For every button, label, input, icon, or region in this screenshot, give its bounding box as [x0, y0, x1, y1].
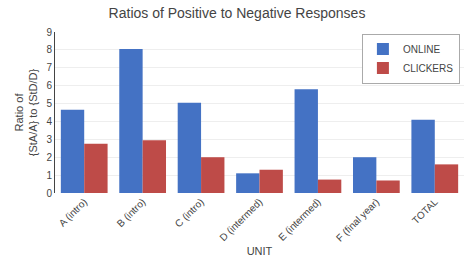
- svg-text:8: 8: [46, 44, 52, 55]
- svg-text:5: 5: [46, 98, 52, 109]
- svg-text:7: 7: [46, 62, 52, 73]
- svg-text:TOTAL: TOTAL: [410, 196, 440, 226]
- svg-text:1: 1: [46, 170, 52, 181]
- svg-text:B (intro): B (intro): [115, 196, 148, 229]
- svg-text:D (intermed): D (intermed): [217, 196, 264, 243]
- svg-text:6: 6: [46, 80, 52, 91]
- svg-text:E (intermed): E (intermed): [276, 196, 323, 243]
- svg-text:CLICKERS: CLICKERS: [403, 63, 453, 74]
- svg-text:C (intro): C (intro): [173, 196, 206, 229]
- svg-text:F (final year): F (final year): [334, 196, 381, 243]
- svg-text:0: 0: [46, 188, 52, 199]
- svg-text:4: 4: [46, 116, 52, 127]
- svg-text:Ratios of Positive to Negative: Ratios of Positive to Negative Responses: [109, 5, 366, 21]
- svg-text:A (intro): A (intro): [57, 196, 90, 229]
- svg-text:UNIT: UNIT: [247, 245, 273, 257]
- svg-text:ONLINE: ONLINE: [403, 44, 441, 55]
- svg-text:9: 9: [46, 27, 52, 38]
- svg-text:3: 3: [46, 134, 52, 145]
- svg-text:2: 2: [46, 152, 52, 163]
- svg-text:Ratio of{StA/A} to {StD/D}: Ratio of{StA/A} to {StD/D}: [13, 68, 39, 156]
